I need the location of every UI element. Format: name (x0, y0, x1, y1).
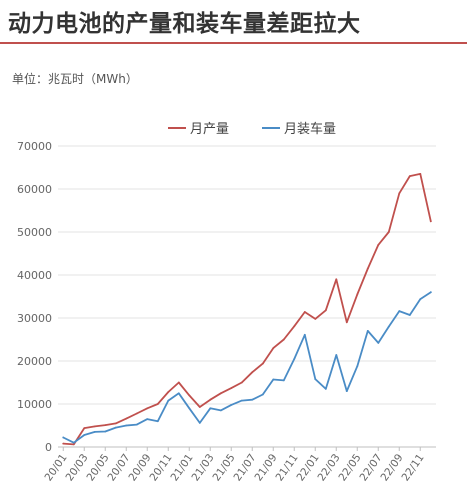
data-point (146, 418, 149, 420)
data-point (230, 404, 233, 406)
data-point (387, 231, 390, 233)
data-point (314, 318, 317, 320)
data-point (240, 399, 243, 402)
data-point (240, 381, 243, 384)
data-point (198, 406, 201, 408)
data-point (219, 409, 222, 412)
data-point (146, 407, 149, 410)
data-point (135, 412, 138, 415)
series-line-installed (62, 291, 432, 444)
gridlines (58, 145, 436, 448)
data-point (419, 173, 422, 175)
title-divider (0, 42, 467, 44)
data-point (324, 388, 327, 390)
data-point (293, 358, 296, 360)
data-point (377, 342, 380, 344)
data-point (135, 423, 138, 426)
legend-label: 月产量 (190, 122, 229, 137)
data-point (104, 424, 107, 426)
data-point (272, 378, 275, 381)
data-point (72, 441, 75, 444)
unit-label: 单位：兆瓦时（MWh） (12, 72, 138, 86)
series-line-production (62, 172, 432, 446)
data-point (282, 379, 285, 382)
data-point (167, 391, 170, 393)
data-point (251, 371, 254, 374)
data-point (251, 398, 254, 401)
data-point (156, 403, 159, 405)
data-point (198, 422, 201, 424)
y-tick-label: 70000 (17, 140, 52, 153)
data-point (429, 291, 432, 294)
data-point (72, 443, 75, 446)
data-point (408, 314, 411, 316)
data-point (366, 330, 369, 332)
y-tick-label: 20000 (17, 355, 52, 368)
data-point (345, 390, 348, 392)
data-point (419, 298, 422, 300)
data-point (209, 407, 212, 410)
data-point (398, 192, 401, 195)
y-tick-label: 50000 (17, 226, 52, 239)
data-point (62, 436, 65, 439)
data-point (303, 311, 306, 313)
legend: 月产量 月装车量 (168, 121, 336, 137)
chart-title: 动力电池的产量和装车量差距拉大 (8, 11, 361, 37)
y-tick-label: 0 (45, 441, 52, 454)
data-point (188, 407, 191, 410)
data-point (156, 420, 159, 423)
data-point (104, 430, 107, 433)
y-axis: 0 10000 20000 30000 40000 50000 60000 70000 (17, 140, 52, 454)
data-point (366, 267, 369, 270)
data-point (230, 387, 233, 389)
series-lines (62, 172, 432, 446)
data-point (303, 333, 306, 336)
data-point (398, 310, 401, 312)
data-point (93, 425, 96, 428)
data-point (261, 393, 264, 396)
data-point (282, 338, 285, 341)
data-point (293, 325, 296, 328)
y-tick-label: 40000 (17, 269, 52, 282)
y-tick-label: 10000 (17, 398, 52, 411)
data-point (188, 394, 191, 397)
data-point (345, 321, 348, 324)
legend-label: 月装车量 (284, 121, 336, 137)
data-point (209, 398, 212, 401)
data-point (93, 431, 96, 433)
x-axis: 20/0120/0320/0520/0720/0920/1121/0121/03… (43, 447, 427, 484)
y-tick-label: 30000 (17, 312, 52, 325)
data-point (377, 244, 380, 246)
data-point (83, 427, 86, 429)
data-point (261, 362, 264, 365)
data-point (177, 392, 180, 395)
data-point (408, 175, 411, 178)
y-tick-label: 60000 (17, 183, 52, 196)
data-point (62, 442, 65, 445)
data-point (272, 347, 275, 349)
data-point (125, 417, 128, 420)
data-point (356, 293, 359, 296)
data-point (114, 426, 117, 429)
data-point (125, 424, 128, 427)
data-point (387, 325, 390, 328)
data-point (219, 392, 222, 395)
data-point (356, 365, 359, 368)
data-point (114, 422, 117, 425)
data-point (83, 434, 86, 436)
data-point (429, 220, 432, 223)
data-point (167, 399, 170, 402)
data-point (177, 381, 180, 384)
data-point (314, 378, 317, 380)
data-point (324, 309, 327, 312)
data-point (335, 354, 338, 356)
data-point (335, 278, 338, 281)
x-tick-label: 22/11 (400, 452, 427, 484)
